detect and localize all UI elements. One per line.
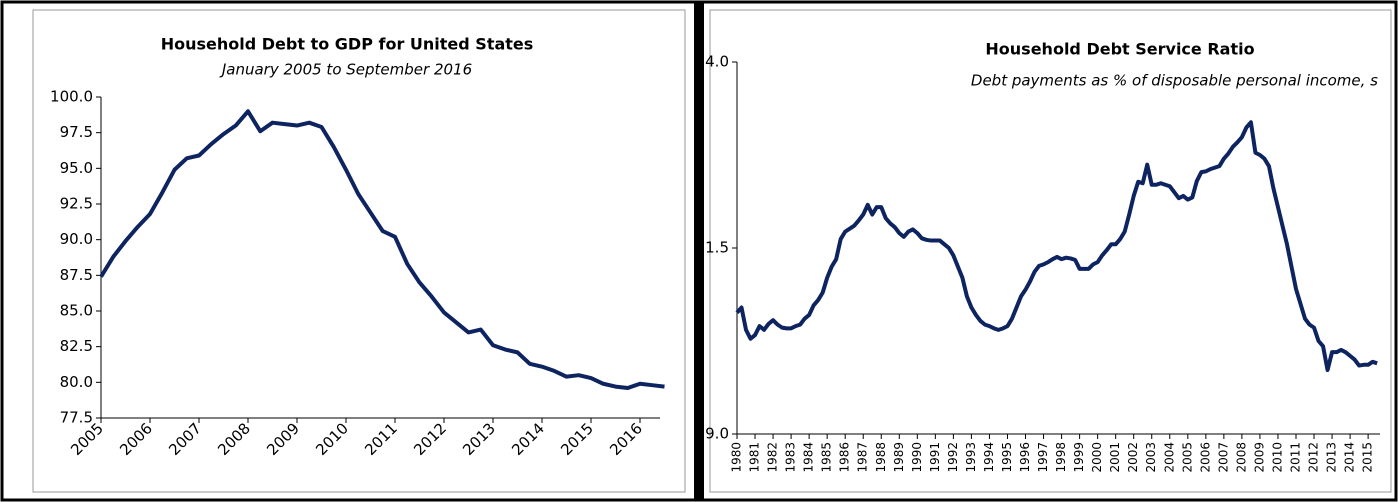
- x-tick-label: 1997: [1036, 442, 1050, 473]
- x-tick-label: 2006: [1198, 442, 1212, 473]
- x-tick-label: 2010: [1270, 442, 1284, 473]
- x-tick-label: 2009: [263, 419, 303, 459]
- y-tick-label: 92.5: [60, 195, 93, 213]
- y-tick-label: 85.0: [60, 302, 93, 320]
- y-tick-label: 80.0: [60, 373, 93, 391]
- y-tick-label: 11.5: [696, 239, 729, 257]
- x-tick-label: 1983: [784, 442, 798, 473]
- x-tick-label: 2014: [1343, 442, 1357, 473]
- y-tick-label: 77.5: [60, 409, 93, 427]
- x-tick-label: 2004: [1162, 442, 1176, 473]
- y-tick-label: 87.5: [60, 266, 93, 284]
- x-tick-label: 2015: [557, 419, 597, 459]
- x-tick-label: 1989: [892, 442, 906, 473]
- x-tick-label: 2007: [165, 419, 205, 459]
- chart-title: Household Debt to GDP for United States: [161, 35, 534, 54]
- chart-subtitle: January 2005 to September 2016: [219, 61, 472, 79]
- plot-frame: [32, 9, 686, 493]
- y-tick-label: 90.0: [60, 230, 93, 248]
- x-tick-label: 2003: [1144, 442, 1158, 473]
- x-tick-label: 2013: [1325, 442, 1339, 473]
- x-tick-label: 2006: [116, 419, 156, 459]
- x-tick-label: 2002: [1126, 442, 1140, 473]
- x-tick-label: 1993: [964, 442, 978, 473]
- x-tick-label: 1988: [874, 442, 888, 473]
- x-tick-label: 2005: [1180, 442, 1194, 473]
- x-tick-label: 2010: [312, 419, 352, 459]
- x-tick-label: 1982: [766, 442, 780, 473]
- y-tick-label: 9.0: [705, 425, 729, 443]
- x-tick-label: 2015: [1361, 442, 1375, 473]
- x-tick-label: 1995: [1000, 442, 1014, 473]
- data-line: [99, 109, 665, 391]
- x-tick-label: 1985: [820, 442, 834, 473]
- x-tick-label: 2009: [1252, 442, 1266, 473]
- chart-title: Household Debt Service Ratio: [985, 40, 1254, 59]
- y-tick-label: 95.0: [60, 159, 93, 177]
- x-tick-label: 2011: [361, 419, 401, 459]
- x-tick-label: 1991: [928, 442, 942, 473]
- y-tick-label: 100.0: [50, 88, 93, 106]
- x-tick-label: 2016: [606, 419, 646, 459]
- y-tick-label: 82.5: [60, 337, 93, 355]
- x-tick-label: 1987: [856, 442, 870, 473]
- chart-subtitle: Debt payments as % of disposable persona…: [971, 72, 1378, 90]
- x-tick-label: 2011: [1288, 442, 1302, 473]
- x-tick-label: 1996: [1018, 442, 1032, 473]
- x-tick-label: 1992: [946, 442, 960, 473]
- x-tick-label: 2007: [1216, 442, 1230, 473]
- x-tick-label: 1990: [910, 442, 924, 473]
- plot-frame: [709, 9, 1392, 493]
- x-tick-label: 2013: [459, 419, 499, 459]
- x-tick-label: 2012: [1307, 442, 1321, 473]
- y-tick-label: 97.5: [60, 123, 93, 141]
- x-tick-label: 1994: [982, 442, 996, 473]
- x-tick-label: 1998: [1054, 442, 1068, 473]
- x-tick-label: 2000: [1090, 442, 1104, 473]
- x-tick-label: 1980: [730, 442, 744, 473]
- x-tick-label: 1981: [748, 442, 762, 473]
- x-tick-label: 2012: [410, 419, 450, 459]
- x-tick-label: 1999: [1072, 442, 1086, 473]
- x-tick-label: 1984: [802, 442, 816, 473]
- data-line: [735, 120, 1378, 373]
- x-tick-label: 2014: [508, 419, 548, 459]
- x-tick-label: 2008: [214, 419, 254, 459]
- y-tick-label: 14.0: [696, 53, 729, 71]
- x-tick-label: 1986: [838, 442, 852, 473]
- x-tick-label: 2001: [1108, 442, 1122, 473]
- x-tick-label: 2008: [1234, 442, 1248, 473]
